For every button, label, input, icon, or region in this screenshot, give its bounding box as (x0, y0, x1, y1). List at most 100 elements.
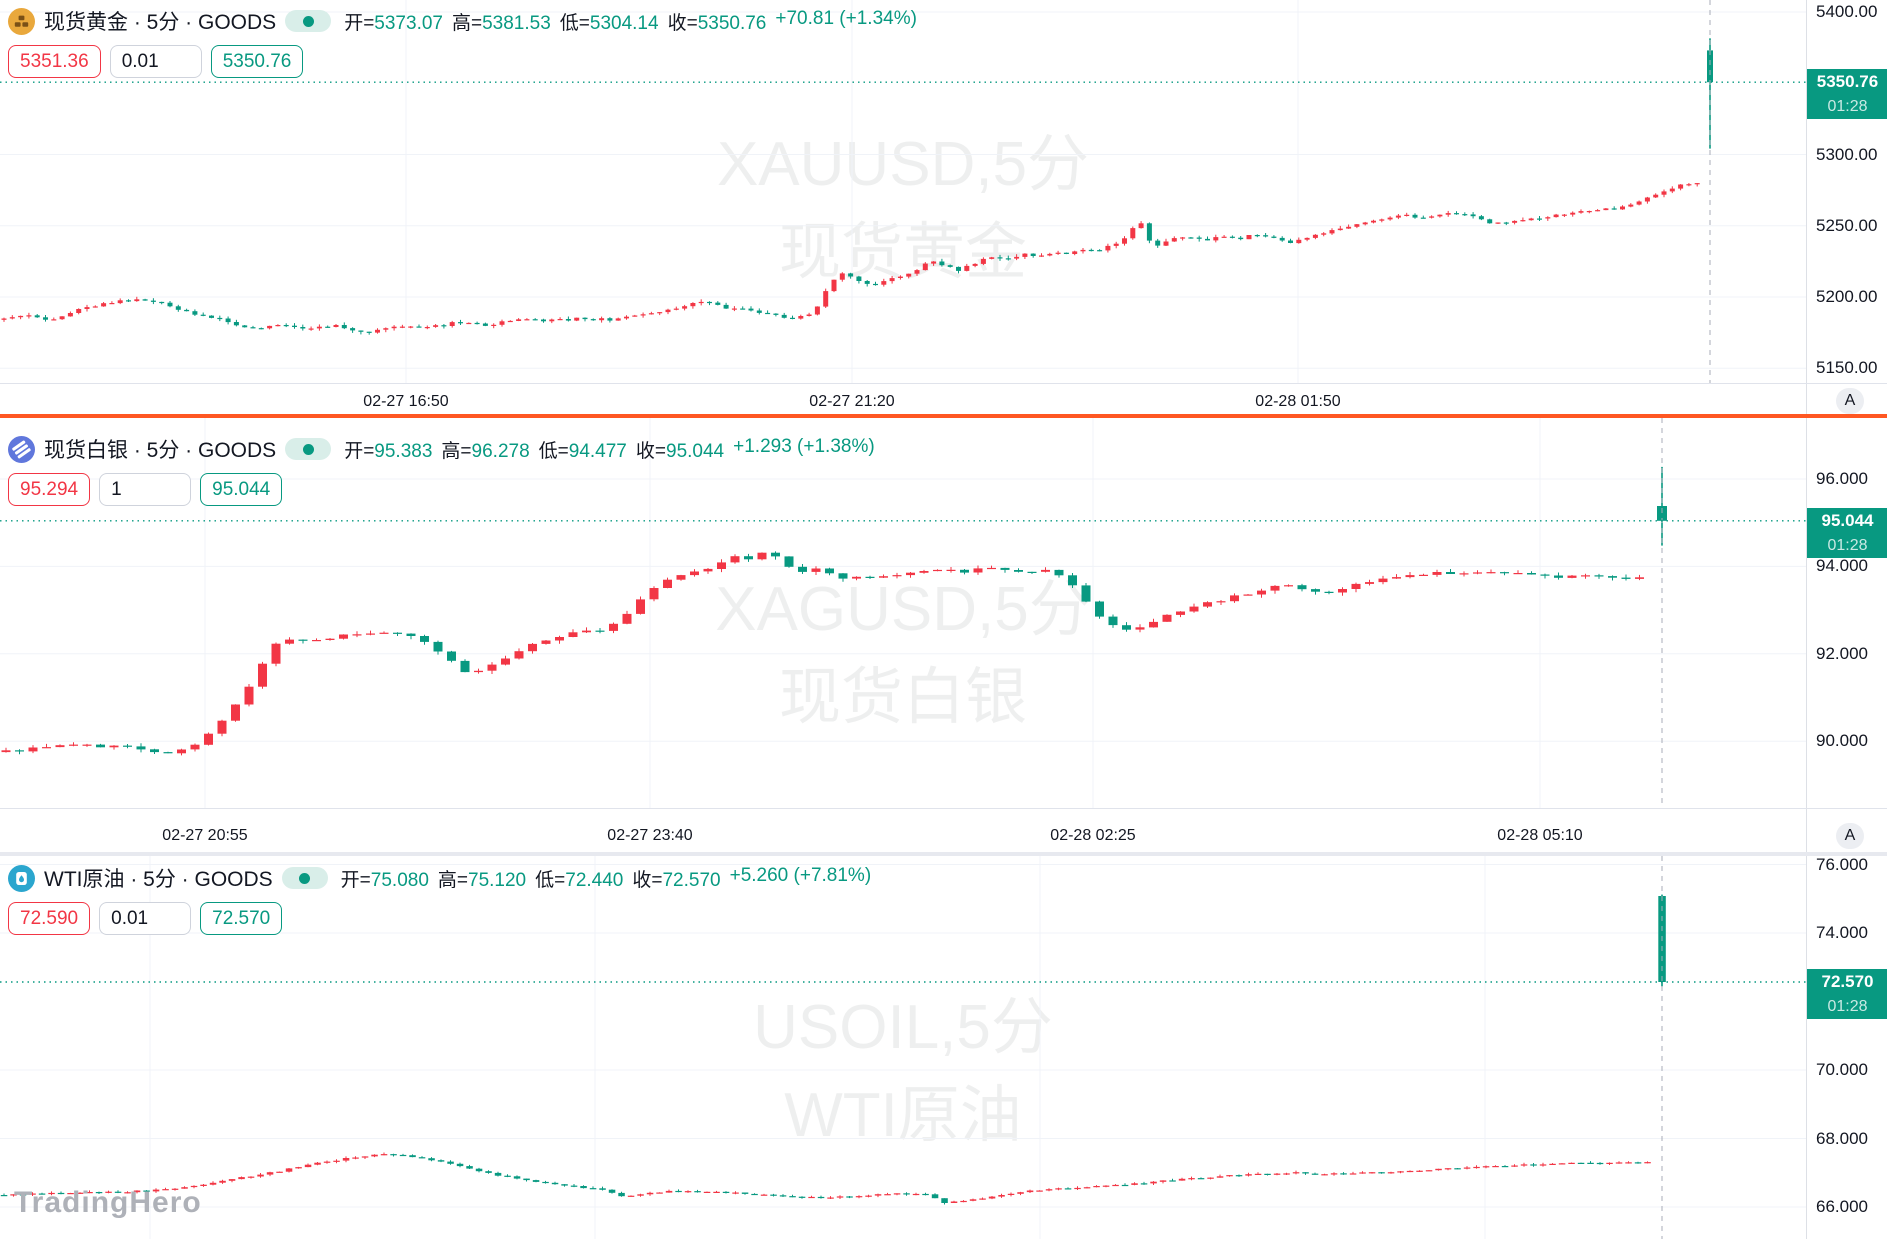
candle (152, 1188, 160, 1193)
buy-price-button[interactable]: 72.570 (200, 902, 283, 935)
candle (839, 272, 845, 282)
market-status-pill[interactable] (285, 438, 332, 460)
candle (159, 301, 165, 305)
candle (789, 1194, 796, 1198)
time-label: 02-27 20:55 (162, 827, 248, 844)
candle (312, 638, 321, 642)
time-label: 02-27 21:20 (809, 393, 895, 410)
candle (1420, 215, 1426, 219)
candle (1568, 1162, 1575, 1164)
candle (460, 659, 470, 673)
candle (1180, 237, 1186, 241)
candles (1, 38, 1713, 335)
candle (657, 312, 663, 316)
candle (1644, 1161, 1651, 1164)
candle (361, 1156, 369, 1159)
pane-separator-active[interactable] (0, 414, 1887, 418)
candle (1245, 1172, 1252, 1177)
candle (1694, 183, 1700, 187)
gold-bars-icon (8, 7, 35, 35)
candle (1083, 1186, 1091, 1189)
gold-time-axis[interactable]: 02-27 16:50 02-27 21:20 02-28 01:50 (0, 383, 1887, 415)
candle (636, 596, 645, 615)
symbol-title[interactable]: 现货白银 · 5分 · GOODS (44, 439, 277, 462)
candle (1540, 573, 1550, 579)
wti-candlestick-chart[interactable] (0, 856, 1806, 1239)
candle (109, 301, 115, 305)
candle (784, 556, 794, 568)
candle (333, 1159, 340, 1164)
candle (989, 256, 995, 260)
candle (1146, 222, 1152, 244)
candle (494, 1171, 502, 1177)
candle (1608, 575, 1617, 581)
candle (1297, 583, 1307, 592)
candle (1296, 237, 1302, 244)
sell-price-button[interactable]: 72.590 (8, 902, 91, 935)
silver-bars-icon (8, 435, 35, 463)
candle (1229, 235, 1235, 239)
symbol-title[interactable]: 现货黄金 · 5分 · GOODS (44, 11, 277, 34)
candle (266, 1171, 274, 1177)
candle (1205, 236, 1210, 241)
auto-scale-button[interactable]: A (1836, 388, 1864, 414)
candle (1378, 575, 1388, 585)
candle (646, 1191, 654, 1196)
spread-box[interactable]: 0.01 (99, 902, 192, 935)
candle (607, 317, 613, 323)
candle (1036, 1190, 1043, 1192)
pane-separator[interactable] (0, 852, 1887, 856)
candle (292, 323, 297, 329)
candle (1351, 582, 1361, 593)
candle (1513, 570, 1523, 575)
candle (969, 1198, 977, 1202)
candle (889, 276, 895, 284)
price-axis[interactable]: 5400.00 5300.00 5250.00 5200.00 5150.00 5350.… (1806, 0, 1887, 1239)
candle (433, 640, 443, 655)
candle (126, 299, 131, 302)
sell-price-button[interactable]: 5351.36 (8, 45, 101, 78)
candle (698, 299, 704, 306)
spread-box[interactable]: 1 (99, 473, 192, 506)
candle (171, 1188, 179, 1191)
candle (123, 744, 132, 749)
candle (177, 748, 186, 756)
candle (1039, 253, 1044, 257)
candle (69, 742, 78, 747)
silver-time-axis[interactable]: 02-27 20:55 02-27 23:40 02-28 02:25 02-28 0… (0, 808, 1887, 853)
candle (84, 304, 90, 312)
symbol-title[interactable]: WTI原油 · 5分 · GOODS (44, 868, 273, 891)
candle (1292, 1170, 1300, 1175)
candle (751, 1193, 758, 1196)
buy-price-button[interactable]: 5350.76 (210, 45, 304, 78)
candle (682, 304, 688, 311)
candle (760, 1193, 768, 1196)
candle (798, 1196, 806, 1199)
candle (1620, 205, 1625, 210)
candle (998, 1193, 1005, 1198)
candle (1686, 183, 1692, 187)
candle (1150, 1181, 1157, 1185)
silver-candlestick-chart[interactable] (0, 418, 1806, 808)
sell-price-button[interactable]: 95.294 (8, 473, 91, 506)
candle (684, 1190, 692, 1193)
candle (1463, 1166, 1471, 1170)
candle (1492, 1165, 1499, 1168)
candle (200, 312, 206, 317)
auto-scale-button[interactable]: A (1836, 823, 1864, 849)
candle (1122, 622, 1131, 632)
candle (1189, 603, 1199, 613)
candle (1473, 570, 1482, 575)
candle (1162, 614, 1172, 622)
market-status-pill[interactable] (281, 867, 328, 889)
candle (447, 650, 456, 663)
candle (1203, 601, 1212, 608)
gold-candlestick-chart[interactable] (0, 0, 1806, 383)
candle (1093, 1185, 1100, 1188)
candle (1425, 1170, 1433, 1172)
market-status-pill[interactable] (285, 10, 332, 32)
candle (798, 314, 804, 320)
buy-price-button[interactable]: 95.044 (200, 473, 283, 506)
candle (1121, 1183, 1129, 1187)
spread-box[interactable]: 0.01 (109, 45, 202, 78)
